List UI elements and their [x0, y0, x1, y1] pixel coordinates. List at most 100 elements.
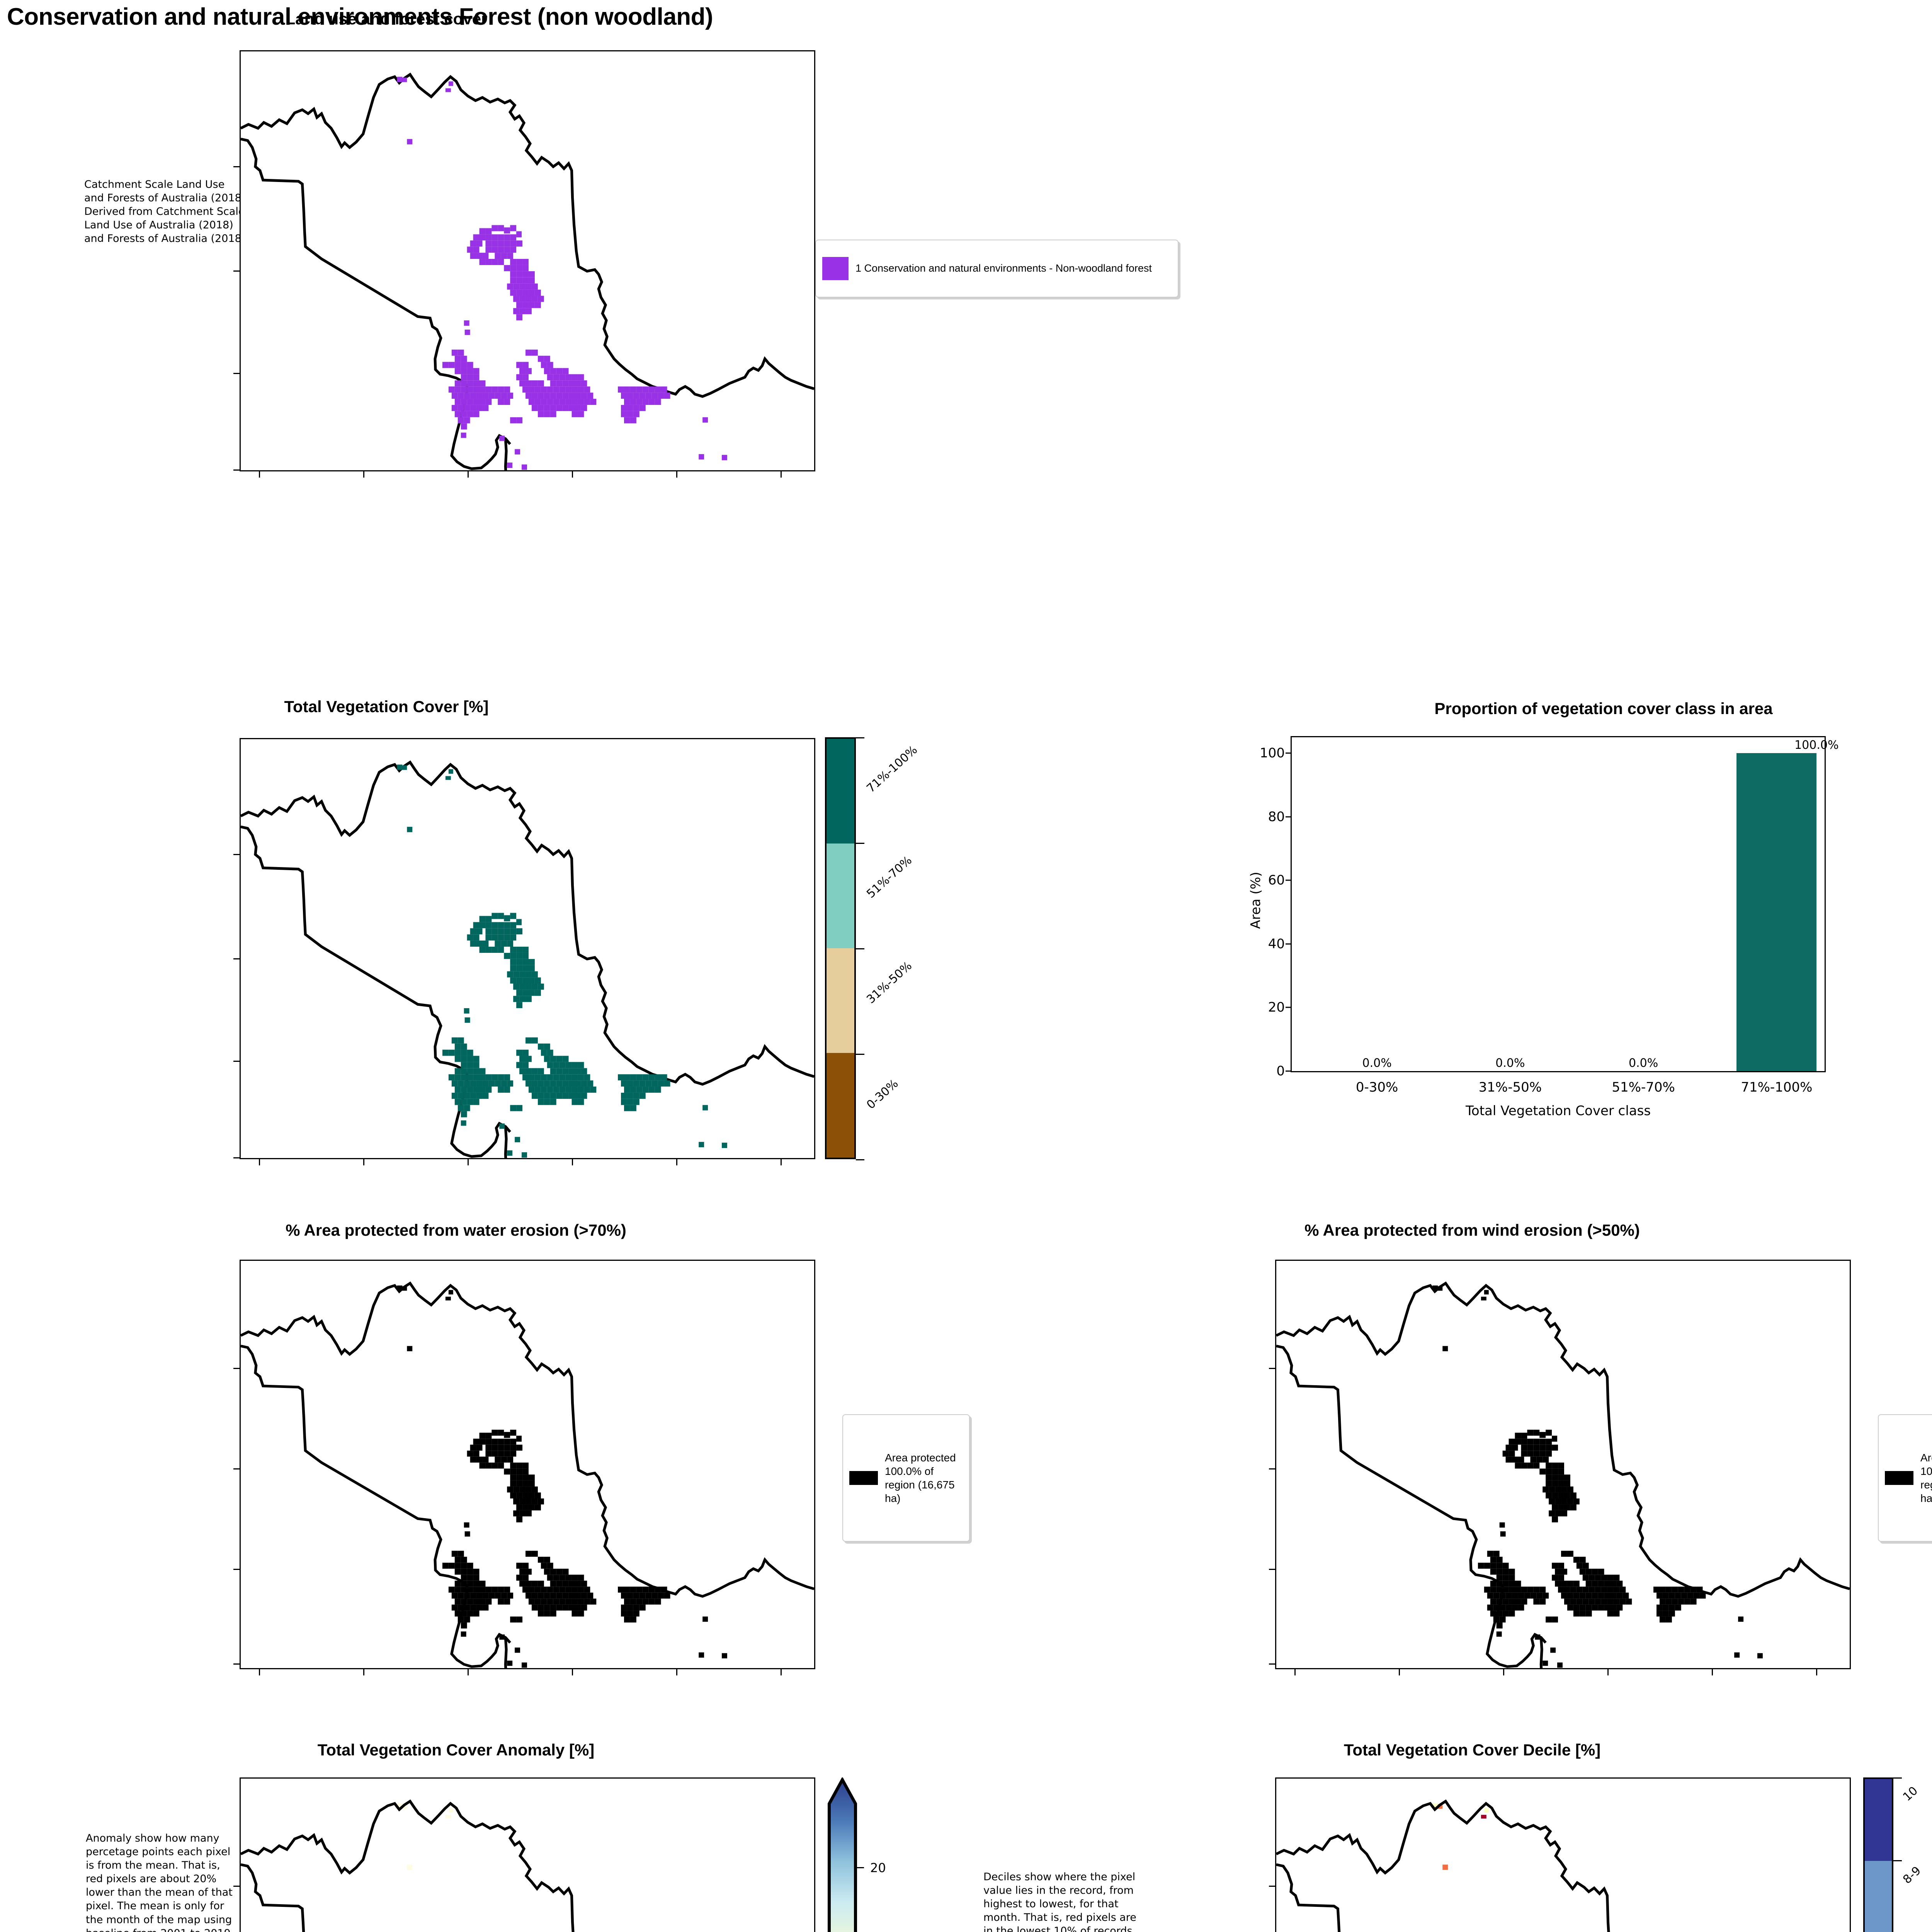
land-use-title: Land use and forest cover	[285, 10, 488, 28]
decile-map[interactable]	[1275, 1777, 1851, 1932]
map-tick	[233, 469, 240, 471]
total-veg-colorbar[interactable]	[825, 737, 856, 1159]
catchment-boundary	[241, 760, 814, 1086]
chart-ylabel: Area (%)	[1248, 872, 1264, 929]
cbar-label-10: 10	[1900, 1784, 1921, 1804]
xtick-label-71-100: 71%-100%	[1741, 1080, 1813, 1095]
map-tick	[1294, 1669, 1296, 1675]
anomaly-map[interactable]	[240, 1777, 815, 1932]
map-tick	[572, 471, 573, 478]
panel-wind-erosion: % Area protected from wind erosion (>50%…	[1036, 1213, 1932, 1700]
map-tick	[233, 373, 240, 374]
cbar-seg-31-50	[827, 948, 854, 1053]
land-use-legend[interactable]: 1 Conservation and natural environments …	[815, 240, 1179, 298]
catchment-boundary	[1276, 1799, 1610, 1932]
bar-label-0-30: 0.0%	[1362, 1056, 1392, 1070]
anomaly-colorbar-svg	[828, 1777, 857, 1932]
cbar-tick	[856, 948, 864, 949]
map-tick	[572, 1159, 573, 1165]
catchment-boundary-south	[504, 439, 508, 470]
anomaly-note: Anomaly show how many percetage points e…	[86, 1832, 234, 1932]
xtick-label-31-50: 31%-50%	[1478, 1080, 1542, 1095]
cbar-label-0-30: 0-30%	[864, 1077, 901, 1112]
proportion-chart-title: Proportion of vegetation cover class in …	[1434, 699, 1773, 718]
wind-erosion-legend[interactable]: Area protected 100.0% of region (16,675 …	[1878, 1414, 1932, 1542]
panel-decile: Total Vegetation Cover Decile [%] Decile…	[983, 1735, 1932, 1932]
map-tick	[781, 1669, 782, 1675]
map-tick	[233, 1368, 240, 1369]
decile-pixels	[1432, 1803, 1489, 1870]
proportion-chart-plot: 0 20 40 60 80 100 0.0% 0.0% 0.0% 100.0% …	[1260, 737, 1838, 1095]
cbar-tick	[856, 1054, 864, 1055]
map-tick	[259, 471, 260, 478]
decile-note: Deciles show where the pixel value lies …	[983, 1871, 1136, 1932]
legend-swatch-forest	[822, 257, 849, 280]
map-tick	[233, 1468, 240, 1469]
cbar-tick	[1893, 1860, 1902, 1861]
map-tick	[233, 1569, 240, 1570]
ytick-label-100: 100	[1260, 745, 1285, 761]
panel-water-erosion: % Area protected from water erosion (>70…	[0, 1213, 1005, 1700]
ytick-label-20: 20	[1268, 1000, 1285, 1015]
catchment-boundary-south	[504, 1126, 508, 1158]
anomaly-title: Total Vegetation Cover Anomaly [%]	[317, 1741, 595, 1759]
map-tick	[1269, 1663, 1275, 1665]
map-tick	[468, 471, 469, 478]
water-erosion-map[interactable]	[240, 1260, 815, 1669]
map-tick	[233, 1886, 240, 1887]
total-veg-map[interactable]	[240, 738, 815, 1159]
map-tick	[572, 1669, 573, 1675]
anomaly-pixels	[397, 1803, 453, 1870]
map-tick	[781, 1159, 782, 1165]
map-tick	[233, 854, 240, 855]
map-tick	[259, 1159, 260, 1165]
decile-title: Total Vegetation Cover Decile [%]	[1344, 1741, 1601, 1759]
cbar-label-51-70: 51%-70%	[864, 854, 915, 901]
map-tick	[468, 1669, 469, 1675]
map-tick	[1816, 1669, 1817, 1675]
map-tick	[259, 1669, 260, 1675]
anomaly-colorbar[interactable]: 20 10 0 -10 -20	[827, 1777, 886, 1932]
total-veg-map-svg	[241, 760, 814, 1158]
cbar-seg-51-70	[827, 844, 854, 948]
cbar-label-31-50: 31%-50%	[864, 959, 915, 1007]
legend-label-protected: Area protected 100.0% of region (16,675 …	[1920, 1452, 1932, 1504]
catchment-boundary	[241, 1281, 814, 1598]
map-tick	[676, 471, 677, 478]
ytick-mark	[1286, 752, 1292, 754]
map-tick	[363, 1669, 364, 1675]
map-tick	[1607, 1669, 1609, 1675]
map-tick	[233, 1663, 240, 1665]
decile-map-svg	[1276, 1799, 1610, 1932]
cbar-tick	[856, 737, 864, 738]
ytick-label-80: 80	[1268, 809, 1285, 825]
catchment-boundary-west	[241, 138, 511, 470]
cbar-tick	[856, 1159, 864, 1160]
catchment-boundary	[241, 1799, 575, 1932]
veg-cover-pixels	[397, 764, 727, 1158]
wind-erosion-map[interactable]	[1275, 1260, 1851, 1669]
water-erosion-legend[interactable]: Area protected 100.0% of region (16,675 …	[842, 1414, 970, 1542]
land-use-map[interactable]	[240, 50, 815, 471]
map-tick	[363, 1159, 364, 1165]
ytick-mark	[1286, 1007, 1292, 1008]
cbar-label-71-100: 71%-100%	[864, 743, 920, 796]
map-tick	[233, 958, 240, 959]
catchment-boundary	[241, 72, 814, 398]
legend-label-protected: Area protected 100.0% of region (16,675 …	[885, 1452, 956, 1504]
catchment-boundary-west	[241, 1345, 511, 1668]
ytick-mark	[1286, 879, 1292, 881]
panel-anomaly: Total Vegetation Cover Anomaly [%] Anoma…	[0, 1735, 1005, 1932]
anomaly-tick-20: 20	[870, 1861, 886, 1875]
proportion-chart-frame[interactable]: 0 20 40 60 80 100 0.0% 0.0% 0.0% 100.0% …	[1260, 736, 1838, 1095]
water-erosion-title: % Area protected from water erosion (>70…	[286, 1221, 626, 1239]
page-title: Conservation and natural environments Fo…	[7, 3, 713, 30]
cbar-seg-0-30	[827, 1053, 854, 1158]
bar-71-100[interactable]	[1736, 753, 1817, 1071]
panel-total-veg: Total Vegetation Cover [%]	[0, 688, 1005, 1190]
panel-proportion: Proportion of vegetation cover class in …	[1217, 688, 1932, 1190]
decile-colorbar[interactable]	[1863, 1777, 1893, 1932]
cbar-seg-10	[1865, 1779, 1892, 1861]
map-tick	[233, 270, 240, 272]
legend-label-forest: 1 Conservation and natural environments …	[855, 262, 1152, 274]
